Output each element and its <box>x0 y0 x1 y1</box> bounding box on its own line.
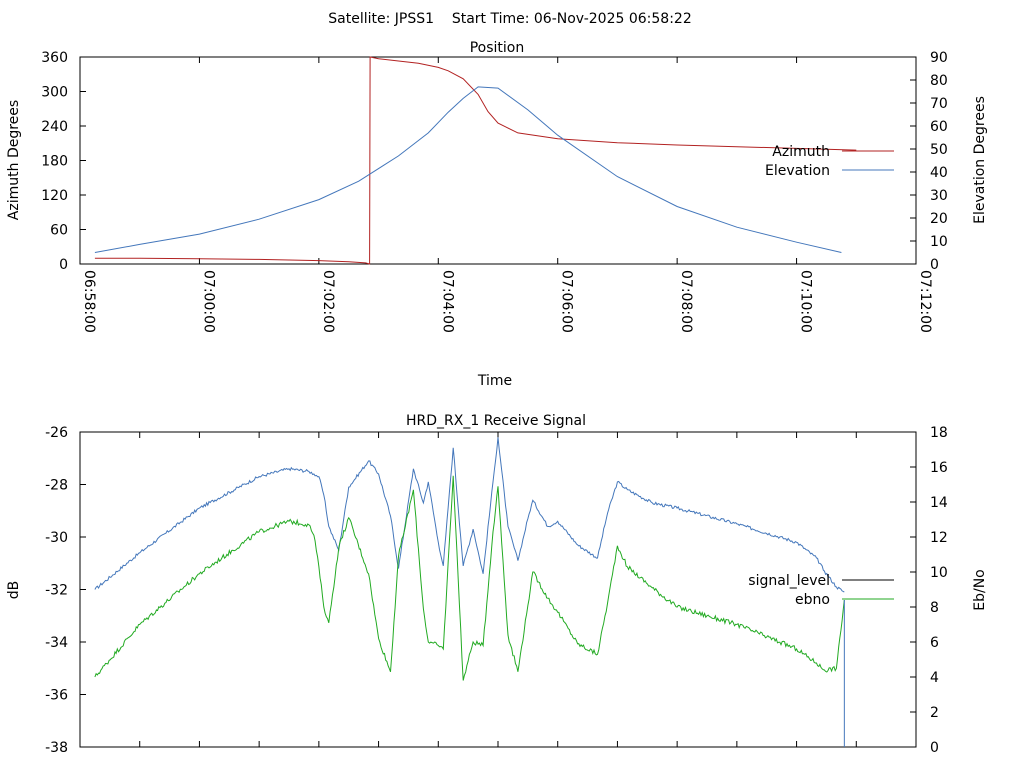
legend-label-ebno: ebno <box>795 592 830 608</box>
y2-tick-label: 30 <box>930 188 948 204</box>
y2-tick-label: 18 <box>930 425 948 441</box>
x-tick-label: 06:58:00 <box>81 270 97 333</box>
x-tick-label: 07:06:00 <box>559 270 575 333</box>
series-line-azimuth <box>94 56 857 265</box>
y2-tick-label: 90 <box>930 50 948 66</box>
y2-tick-label: 2 <box>930 705 939 721</box>
y2-tick-label: 8 <box>930 600 939 616</box>
position-legend: Azimuth Elevation <box>765 144 894 179</box>
y2-tick-label: 4 <box>930 670 939 686</box>
y-tick-label: -30 <box>45 530 68 546</box>
legend-label-elevation: Elevation <box>765 163 830 179</box>
y2-tick-label: 10 <box>930 565 948 581</box>
y2-tick-label: 80 <box>930 73 948 89</box>
y2-tick-label: 60 <box>930 119 948 135</box>
x-tick-label: 07:00:00 <box>200 270 216 333</box>
y2-tick-label: 14 <box>930 495 948 511</box>
series-line-ebno <box>94 475 845 681</box>
y-tick-label: -38 <box>45 740 68 756</box>
signal-plot-frame <box>79 431 917 748</box>
x-tick-label: 07:02:00 <box>320 270 336 333</box>
receive-signal-chart: HRD_RX_1 Receive Signal -38-36-34-32-30-… <box>6 413 988 756</box>
legend-label-signal-level: signal_level <box>748 573 830 589</box>
y-tick-label: -36 <box>45 688 68 704</box>
y2-tick-label: 50 <box>930 142 948 158</box>
position-series <box>94 56 857 265</box>
y2-tick-label: 0 <box>930 740 939 756</box>
position-y-axis-label: Azimuth Degrees <box>6 100 22 220</box>
page-title: Satellite: JPSS1 Start Time: 06-Nov-2025… <box>328 11 691 27</box>
y-tick-label: 360 <box>41 50 68 66</box>
signal-series <box>94 437 845 747</box>
y-tick-label: -32 <box>45 583 68 599</box>
signal-y2-axis-label: Eb/No <box>972 569 988 611</box>
signal-legend: signal_level ebno <box>748 573 894 608</box>
y2-tick-label: 16 <box>930 460 948 476</box>
position-ticks: 06:58:00 07:00:00 07:02:00 07:04:00 07:06:00… <box>41 50 948 333</box>
signal-ticks: -38 -36 -34 -32 -30 -28 -26 0 2 4 6 8 10 12 14 16 18 <box>45 425 948 756</box>
x-tick-label: 07:04:00 <box>439 270 455 333</box>
y-tick-label: 60 <box>50 223 68 239</box>
y-tick-label: 120 <box>41 188 68 204</box>
position-chart: Position 06:58:00 07:00:00 07:02:00 07:04:0… <box>6 40 988 389</box>
legend-label-azimuth: Azimuth <box>772 144 830 160</box>
y2-tick-label: 20 <box>930 211 948 227</box>
y-tick-label: 300 <box>41 85 68 101</box>
y2-tick-label: 12 <box>930 530 948 546</box>
x-tick-label: 07:08:00 <box>678 270 694 333</box>
series-line-elevation <box>94 86 842 253</box>
x-tick-label: 07:10:00 <box>798 270 814 333</box>
y-tick-label: -26 <box>45 425 68 441</box>
y2-tick-label: 70 <box>930 96 948 112</box>
y2-tick-label: 6 <box>930 635 939 651</box>
position-y2-axis-label: Elevation Degrees <box>972 96 988 224</box>
y-tick-label: 0 <box>59 257 68 273</box>
y2-tick-label: 10 <box>930 234 948 250</box>
signal-y-axis-label: dB <box>6 581 22 600</box>
y-tick-label: -28 <box>45 478 68 494</box>
position-x-axis-label: Time <box>477 373 512 389</box>
series-line-signal-level <box>94 437 845 593</box>
x-tick-label: 07:12:00 <box>917 270 933 333</box>
signal-title: HRD_RX_1 Receive Signal <box>406 413 586 429</box>
y-tick-label: 240 <box>41 119 68 135</box>
y-tick-label: -34 <box>45 635 68 651</box>
y2-tick-label: 40 <box>930 165 948 181</box>
position-title: Position <box>470 40 525 56</box>
y-tick-label: 180 <box>41 154 68 170</box>
y2-tick-label: 0 <box>930 257 939 273</box>
